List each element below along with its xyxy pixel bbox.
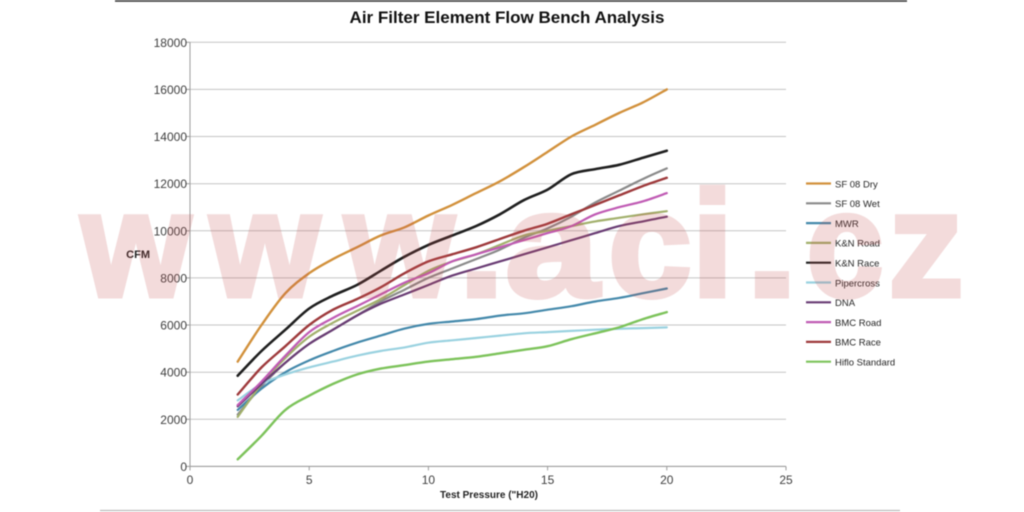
- svg-text:Air Filter Element Flow Bench: Air Filter Element Flow Bench Analysis: [350, 8, 665, 27]
- svg-text:10000: 10000: [154, 224, 188, 238]
- svg-text:c: c: [608, 160, 691, 328]
- svg-text:w: w: [80, 160, 191, 328]
- svg-text:MWR: MWR: [835, 219, 859, 230]
- svg-text:4000: 4000: [160, 366, 187, 380]
- svg-text:DNA: DNA: [835, 298, 856, 309]
- svg-text:SF 08 Wet: SF 08 Wet: [835, 199, 880, 210]
- svg-text:BMC Road: BMC Road: [835, 318, 881, 329]
- svg-text:K&N Race: K&N Race: [835, 259, 879, 270]
- svg-text:5: 5: [306, 473, 313, 487]
- svg-text:18000: 18000: [154, 36, 188, 50]
- svg-text:20: 20: [660, 473, 674, 487]
- svg-text:K&N Road: K&N Road: [835, 239, 880, 250]
- svg-text:6000: 6000: [160, 319, 187, 333]
- svg-text:0: 0: [187, 473, 194, 487]
- svg-text:2000: 2000: [160, 413, 187, 427]
- svg-text:.: .: [459, 161, 505, 328]
- svg-text:SF 08 Dry: SF 08 Dry: [835, 179, 878, 190]
- svg-text:Hiflo Standard: Hiflo Standard: [835, 358, 895, 369]
- svg-text:16000: 16000: [154, 83, 188, 97]
- svg-text:0: 0: [180, 460, 187, 474]
- svg-text:15: 15: [541, 473, 555, 487]
- svg-text:a: a: [505, 160, 600, 328]
- svg-text:Pipercross: Pipercross: [835, 278, 880, 289]
- svg-text:BMC Race: BMC Race: [835, 338, 881, 349]
- svg-text:14000: 14000: [154, 130, 188, 144]
- svg-text:25: 25: [779, 473, 793, 487]
- svg-text:w: w: [344, 160, 455, 328]
- svg-text:i: i: [692, 160, 734, 328]
- svg-text:z: z: [889, 160, 964, 328]
- svg-text:8000: 8000: [160, 271, 187, 285]
- svg-text:.: .: [745, 161, 799, 328]
- svg-text:Test Pressure ("H20): Test Pressure ("H20): [440, 490, 538, 501]
- svg-text:c: c: [807, 161, 884, 329]
- svg-text:10: 10: [422, 473, 436, 487]
- svg-text:w: w: [209, 160, 320, 328]
- svg-text:12000: 12000: [154, 177, 188, 191]
- svg-text:CFM: CFM: [126, 249, 150, 261]
